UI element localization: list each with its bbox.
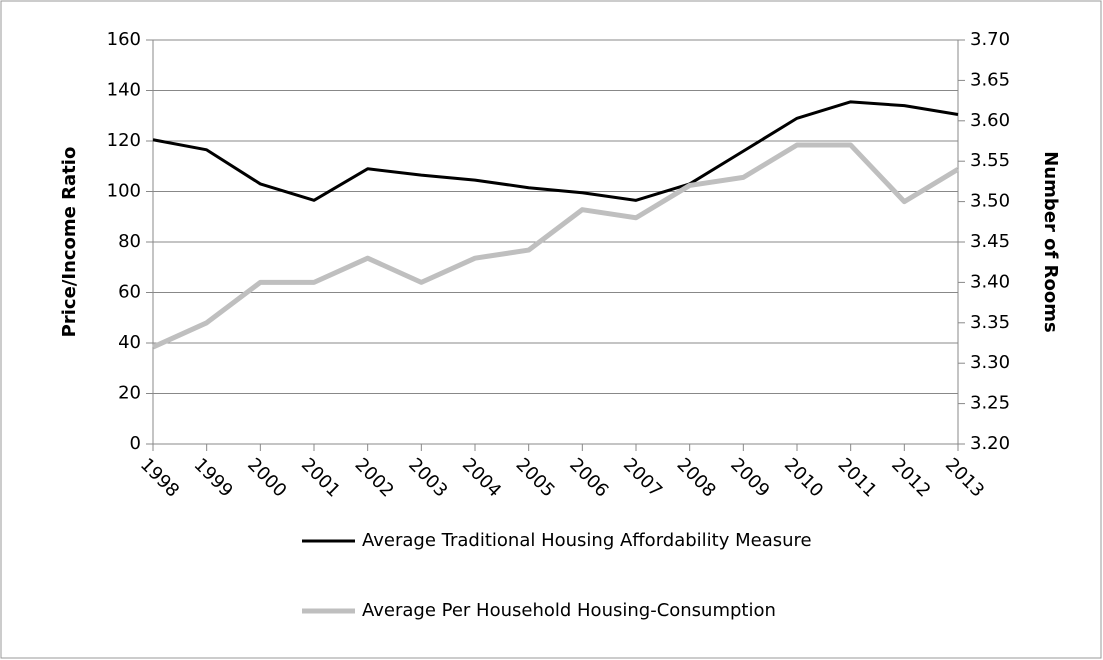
x-tick-label: 2011: [834, 454, 881, 501]
y-tick-label: 100: [107, 181, 141, 202]
y2-tick-label: 3.35: [970, 312, 1010, 333]
y2-tick-label: 3.30: [970, 352, 1010, 373]
x-tick-label: 2003: [404, 454, 451, 501]
x-tick-label: 2000: [243, 454, 290, 501]
y-tick-label: 60: [118, 282, 141, 303]
y2-tick-label: 3.65: [970, 69, 1010, 90]
x-tick-label: 2012: [887, 454, 934, 501]
legend-label: Average Traditional Housing Affordabilit…: [362, 530, 812, 551]
y2-tick-label: 3.60: [970, 110, 1010, 131]
x-tick-label: 2010: [780, 454, 827, 501]
y2-tick-label: 3.50: [970, 191, 1010, 212]
y-tick-label: 160: [107, 29, 141, 50]
y2-tick-label: 3.45: [970, 231, 1010, 252]
y-tick-label: 80: [118, 231, 141, 252]
x-tick-label: 1998: [136, 454, 183, 501]
x-tick-label: 2009: [726, 454, 773, 501]
y-tick-label: 120: [107, 130, 141, 151]
y-tick-label: 40: [118, 332, 141, 353]
y2-tick-label: 3.20: [970, 433, 1010, 454]
y-tick-label: 140: [107, 80, 141, 101]
y2-tick-label: 3.25: [970, 393, 1010, 414]
y-tick-label: 0: [130, 433, 141, 454]
y2-tick-label: 3.70: [970, 29, 1010, 50]
series-line: [152, 100, 959, 202]
y2-axis-title: Number of Rooms: [1040, 151, 1061, 332]
x-tick-label: 2002: [351, 454, 398, 501]
legend-label: Average Per Household Housing-Consumptio…: [362, 600, 776, 621]
x-tick-label: 2005: [512, 454, 559, 501]
y-tick-label: 20: [118, 383, 141, 404]
x-tick-label: 2013: [941, 454, 988, 501]
x-tick-label: 2008: [673, 454, 720, 501]
x-tick-label: 2004: [458, 454, 505, 501]
x-tick-label: 2007: [619, 454, 666, 501]
y2-tick-label: 3.40: [970, 271, 1010, 292]
x-tick-label: 2006: [565, 454, 612, 501]
y2-tick-label: 3.55: [970, 150, 1010, 171]
series-line: [151, 142, 960, 350]
x-tick-label: 2001: [297, 454, 344, 501]
y-axis-title: Price/Income Ratio: [59, 147, 80, 338]
x-tick-label: 1999: [190, 454, 237, 501]
